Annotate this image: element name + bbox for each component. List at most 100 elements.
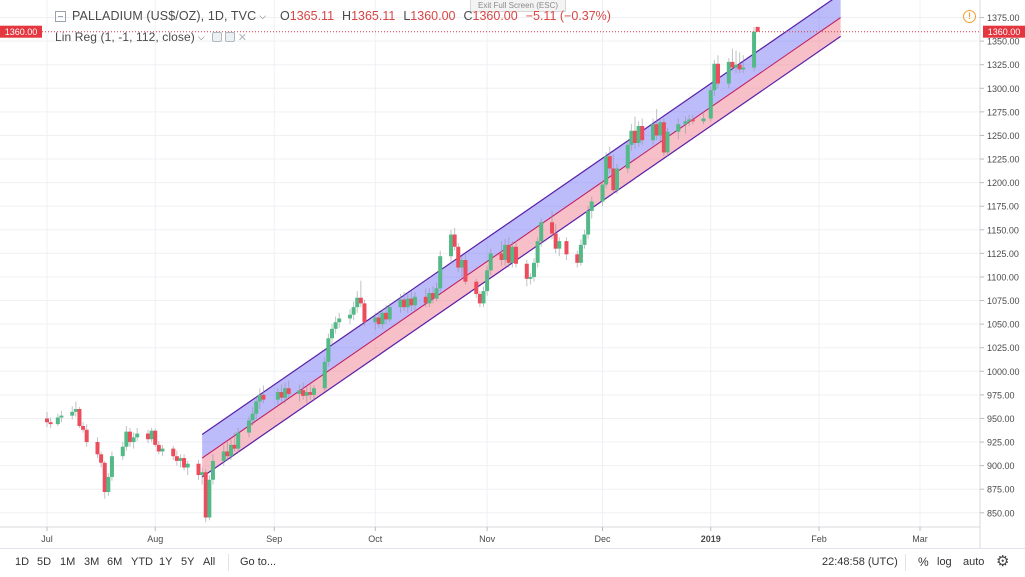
candle[interactable]	[676, 118, 681, 140]
candle[interactable]	[535, 237, 540, 268]
study-title[interactable]: Lin Reg (1, -1, 112, close)	[55, 30, 195, 44]
candle[interactable]	[322, 357, 327, 393]
candle[interactable]	[726, 58, 731, 89]
candle[interactable]	[539, 218, 544, 247]
candle[interactable]	[625, 140, 630, 174]
candle[interactable]	[712, 59, 717, 96]
candle[interactable]	[654, 109, 659, 141]
candle[interactable]	[247, 416, 252, 438]
candle[interactable]	[355, 291, 360, 313]
candle[interactable]	[506, 237, 511, 268]
candle[interactable]	[77, 407, 82, 428]
candle[interactable]	[250, 407, 255, 427]
candle[interactable]	[586, 206, 591, 240]
candle[interactable]	[741, 55, 746, 74]
candle[interactable]	[409, 291, 414, 311]
candle[interactable]	[575, 250, 580, 268]
chevron-down-icon[interactable]: ⌵	[259, 10, 267, 21]
candle[interactable]	[358, 280, 363, 308]
candle[interactable]	[532, 258, 537, 282]
candle[interactable]	[633, 116, 638, 149]
candle[interactable]	[380, 309, 385, 329]
candle[interactable]	[81, 422, 86, 433]
candle[interactable]	[203, 469, 208, 523]
candle[interactable]	[329, 324, 334, 345]
candle[interactable]	[578, 239, 583, 266]
candle[interactable]	[481, 286, 486, 308]
candle[interactable]	[485, 265, 490, 296]
candle[interactable]	[752, 26, 757, 72]
candle[interactable]	[333, 316, 338, 334]
candle[interactable]	[690, 114, 695, 125]
candle[interactable]	[337, 312, 342, 328]
candle[interactable]	[283, 382, 288, 404]
candle[interactable]	[261, 385, 266, 404]
study-close-icon[interactable]: ✕	[237, 31, 247, 44]
candle[interactable]	[156, 441, 161, 455]
candle[interactable]	[178, 454, 183, 468]
settings-gear-icon[interactable]: ⚙	[996, 553, 1010, 570]
candle[interactable]	[124, 426, 129, 451]
candle[interactable]	[120, 442, 125, 460]
candle[interactable]	[604, 152, 609, 189]
candle[interactable]	[236, 427, 241, 453]
candle[interactable]	[232, 432, 237, 452]
candle[interactable]	[254, 397, 259, 419]
study-settings-icon[interactable]	[224, 32, 235, 42]
candle[interactable]	[553, 224, 558, 254]
candle[interactable]	[683, 116, 688, 134]
candle[interactable]	[384, 305, 389, 325]
candle[interactable]	[687, 114, 692, 127]
candle[interactable]	[737, 52, 742, 74]
candle[interactable]	[131, 432, 136, 449]
candle[interactable]	[658, 118, 663, 142]
candle[interactable]	[564, 237, 569, 260]
candle[interactable]	[311, 385, 316, 400]
candle[interactable]	[405, 293, 410, 313]
candle[interactable]	[589, 196, 594, 219]
candle[interactable]	[524, 259, 529, 287]
range-3m-button[interactable]: 3M	[84, 556, 100, 568]
candle[interactable]	[257, 388, 262, 410]
candle[interactable]	[362, 299, 367, 327]
candle[interactable]	[398, 293, 403, 313]
candle[interactable]	[73, 401, 78, 417]
candle[interactable]	[730, 48, 735, 72]
candle[interactable]	[185, 460, 190, 476]
study-chevron-down-icon[interactable]: ⌵	[197, 31, 205, 42]
candle[interactable]	[600, 180, 605, 207]
candle[interactable]	[182, 454, 187, 471]
goto-date-button[interactable]: Go to...	[240, 556, 277, 568]
candle[interactable]	[275, 388, 280, 408]
candle[interactable]	[665, 127, 670, 157]
candle[interactable]	[171, 445, 176, 460]
exit-fullscreen-button[interactable]: Exit Full Screen (ESC)	[470, 0, 566, 12]
candle[interactable]	[423, 288, 428, 308]
range-ytd-button[interactable]: YTD	[131, 556, 153, 568]
candle[interactable]	[611, 154, 616, 194]
candle[interactable]	[59, 410, 64, 423]
candle[interactable]	[174, 450, 179, 466]
candle[interactable]	[715, 55, 720, 89]
candle[interactable]	[70, 406, 75, 420]
candle[interactable]	[402, 292, 407, 311]
candle[interactable]	[477, 291, 482, 308]
candle[interactable]	[200, 467, 205, 485]
candle[interactable]	[499, 241, 504, 266]
candles-layer[interactable]	[45, 26, 760, 523]
candle[interactable]	[513, 241, 518, 268]
candle[interactable]	[412, 292, 417, 310]
candle[interactable]	[582, 229, 587, 249]
log-scale-button[interactable]: log	[937, 556, 952, 568]
candle[interactable]	[106, 473, 111, 496]
candle[interactable]	[196, 459, 201, 480]
candle[interactable]	[387, 303, 392, 323]
candle[interactable]	[149, 427, 154, 443]
candle[interactable]	[326, 333, 331, 367]
candle[interactable]	[48, 417, 53, 428]
candle[interactable]	[153, 428, 158, 447]
candle[interactable]	[95, 437, 100, 459]
candle[interactable]	[102, 460, 107, 499]
candle[interactable]	[636, 121, 641, 147]
candle[interactable]	[640, 118, 645, 145]
